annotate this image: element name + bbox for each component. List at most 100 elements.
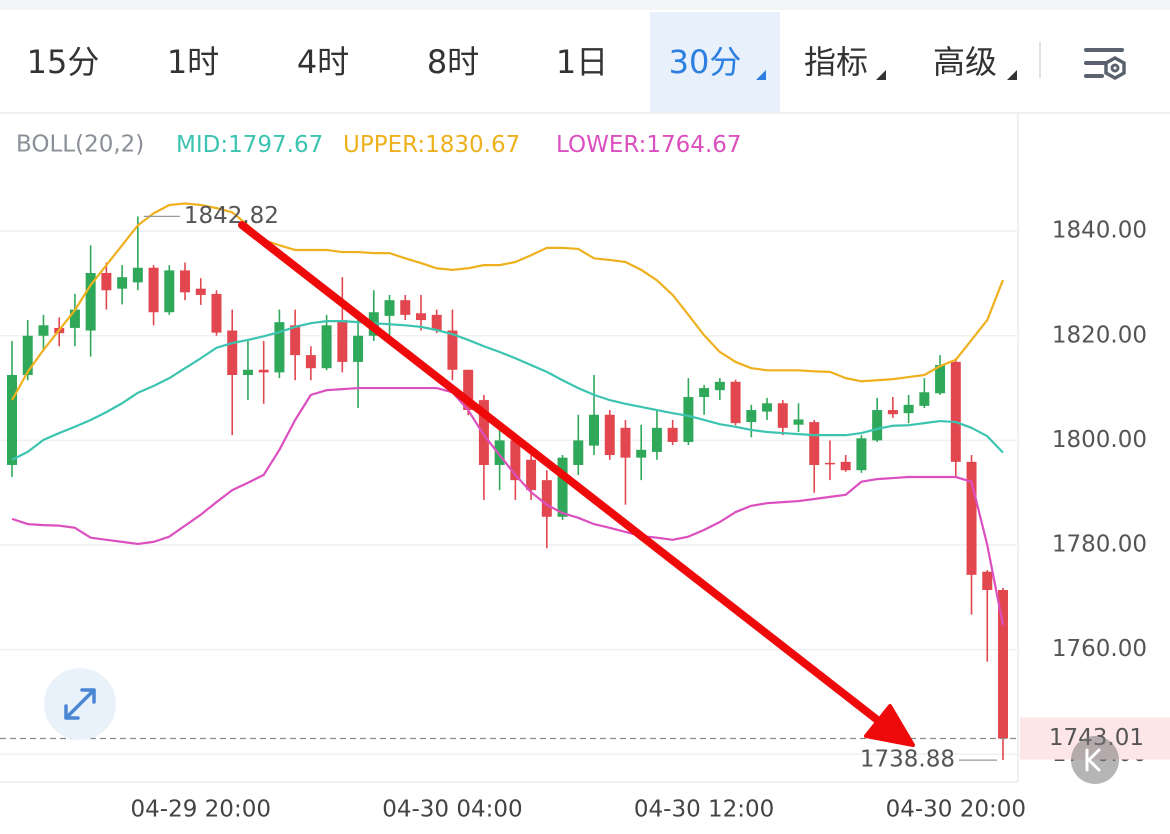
- tab[interactable]: 高级: [933, 43, 997, 81]
- candle-body: [180, 270, 191, 293]
- candle-body: [384, 300, 395, 316]
- candle-body: [494, 440, 505, 465]
- scroll-latest-button[interactable]: [1071, 736, 1119, 784]
- candle-body: [887, 410, 898, 415]
- y-tick-label: 1840.00: [1052, 218, 1147, 244]
- tab[interactable]: 指标: [804, 43, 868, 81]
- candle-body: [950, 361, 961, 462]
- candle-body: [478, 400, 489, 465]
- candle-body: [101, 272, 112, 291]
- candle-body: [463, 369, 474, 411]
- candle-body: [274, 322, 285, 373]
- legend-entry: UPPER:1830.67: [343, 132, 520, 158]
- settings-icon[interactable]: [1084, 48, 1126, 81]
- candle-body: [117, 277, 128, 289]
- tab[interactable]: 4时: [297, 43, 349, 81]
- tab[interactable]: 1日: [556, 43, 608, 81]
- boll-line: [11, 320, 1004, 461]
- x-tick-label: 04-30 04:00: [382, 797, 522, 823]
- candle-body: [321, 325, 332, 369]
- candle-body: [589, 414, 600, 446]
- legend-entry: MID:1797.67: [176, 132, 323, 158]
- candle-body: [872, 410, 883, 441]
- candle-body: [935, 365, 946, 394]
- legend-name: MID:: [176, 132, 228, 158]
- candle-body: [211, 293, 222, 333]
- candle-body: [164, 270, 175, 313]
- candle-body: [85, 272, 96, 331]
- boll-line: [11, 202, 1005, 401]
- button-circle: [1071, 736, 1119, 784]
- legend-entry: LOWER:1764.67: [556, 132, 742, 158]
- tab-bar: 15分 1时 4时 8时 1日 30分 指标 高级: [27, 42, 1126, 81]
- status-strip: [0, 0, 1170, 10]
- candle-body: [840, 461, 851, 471]
- trend-arrow: [238, 221, 915, 747]
- candle-body: [667, 427, 678, 442]
- candle-body: [447, 330, 458, 370]
- candle-body: [573, 440, 584, 465]
- candle-body: [746, 410, 757, 423]
- candle-body: [510, 440, 521, 481]
- button-icon: [1085, 748, 1101, 772]
- candle-body: [777, 403, 788, 428]
- candle-body: [38, 325, 49, 336]
- legend-name: UPPER:: [343, 132, 425, 158]
- tab[interactable]: 1时: [167, 43, 219, 81]
- tab[interactable]: 8时: [427, 43, 479, 81]
- candle-body: [258, 369, 269, 373]
- dropdown-caret: [1007, 70, 1017, 80]
- candle-body: [824, 462, 835, 465]
- legend-name: LOWER:: [556, 132, 646, 158]
- candle-body: [415, 313, 426, 321]
- candle-body: [353, 335, 364, 362]
- candle-body: [148, 267, 159, 313]
- candle-body: [997, 590, 1008, 739]
- boll-line: [11, 386, 1005, 626]
- candle-body: [242, 369, 253, 375]
- tab[interactable]: 15分: [27, 43, 100, 81]
- indicator-label: BOLL(20,2): [16, 132, 144, 158]
- candle-body: [337, 320, 348, 362]
- candle-body: [903, 404, 914, 414]
- candle-body: [400, 300, 411, 315]
- dropdown-caret: [756, 70, 766, 80]
- legend-value: 1764.67: [646, 132, 741, 158]
- x-tick-label: 04-30 20:00: [886, 797, 1026, 823]
- candle-body: [227, 330, 238, 375]
- x-tick-label: 04-29 20:00: [131, 797, 271, 823]
- y-tick-label: 1760.00: [1052, 636, 1147, 662]
- legend-value: 1797.67: [228, 132, 323, 158]
- candle-body: [683, 396, 694, 442]
- candle-body: [966, 461, 977, 575]
- candle-body: [982, 571, 993, 591]
- candle-body: [431, 314, 442, 331]
- candle-body: [305, 355, 316, 369]
- candle-body: [762, 403, 773, 412]
- min-label: 1738.88: [860, 747, 955, 773]
- candle-body: [856, 438, 867, 471]
- expand-button[interactable]: [44, 668, 116, 740]
- y-tick-label: 1820.00: [1052, 322, 1147, 348]
- tab-active[interactable]: 30分: [669, 43, 742, 81]
- candle-body: [557, 457, 568, 517]
- candle-body: [541, 480, 552, 517]
- candle-body: [7, 374, 17, 465]
- candle-body: [290, 325, 301, 356]
- active-tab-bg: [650, 12, 780, 112]
- candle-body: [714, 381, 725, 391]
- candle-body: [919, 392, 930, 406]
- candle-body: [620, 427, 631, 458]
- candle-body: [730, 381, 741, 424]
- max-label: 1842.82: [184, 203, 279, 229]
- candle-body: [132, 267, 143, 283]
- candle-body: [195, 288, 206, 295]
- x-tick-label: 04-30 12:00: [634, 797, 774, 823]
- candle-body: [793, 419, 804, 425]
- candle-body: [69, 309, 80, 328]
- y-tick-label: 1800.00: [1052, 427, 1147, 453]
- candle-body: [699, 388, 710, 397]
